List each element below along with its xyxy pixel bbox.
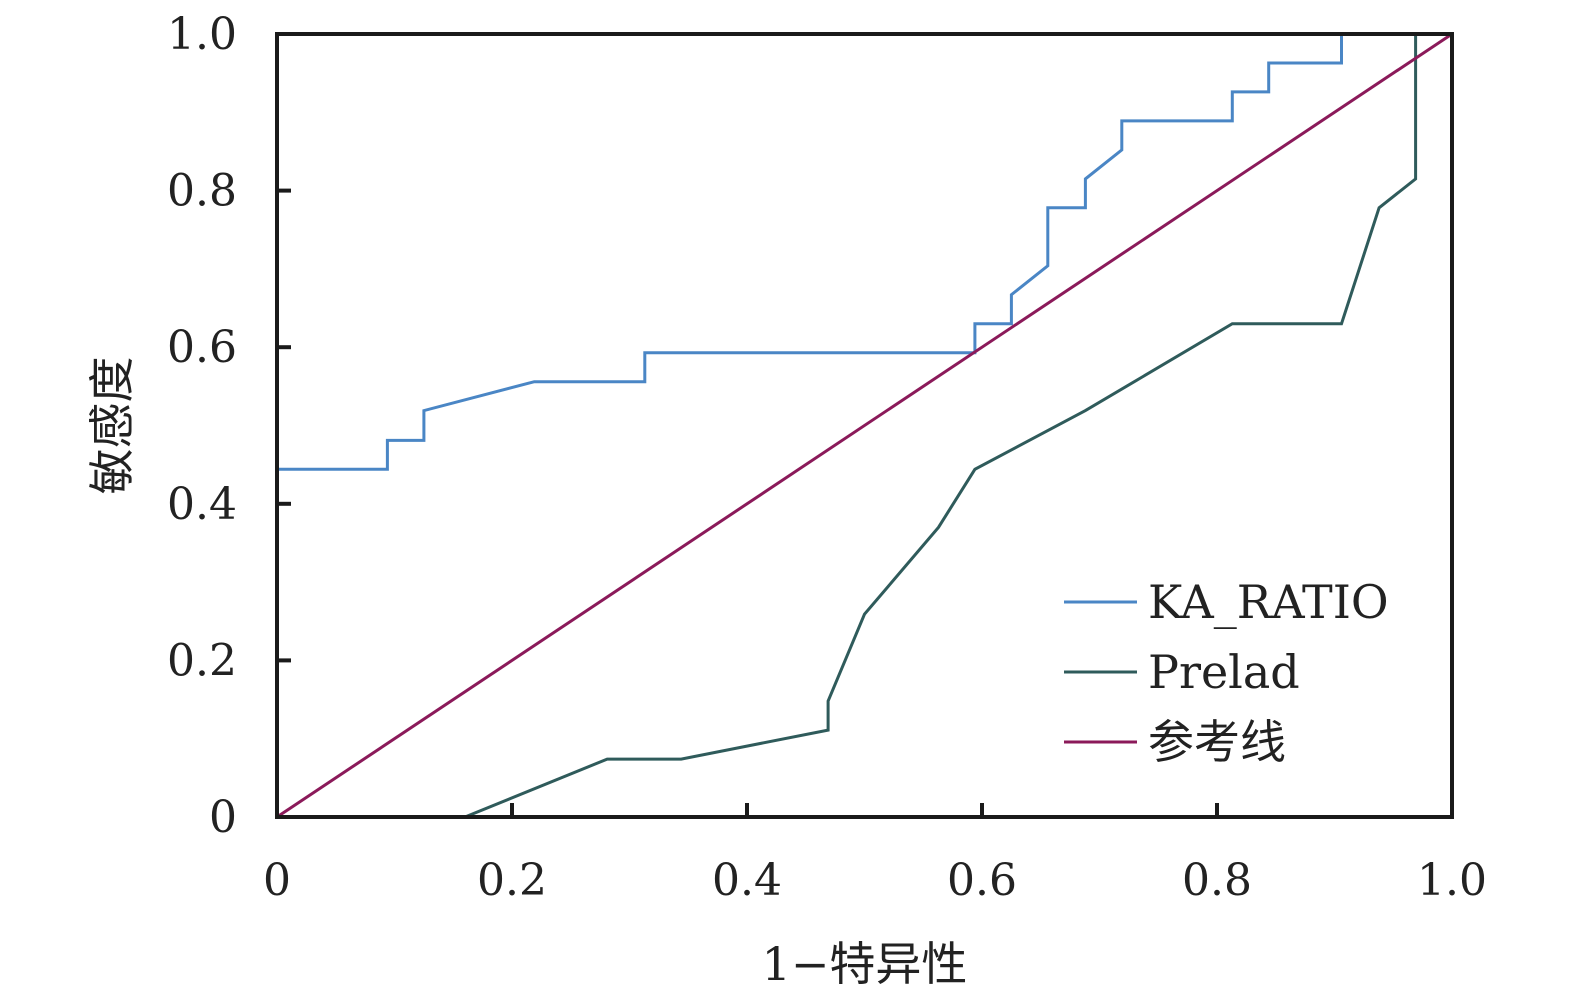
series-line-0 (275, 32, 1452, 817)
axis-ticks: 0 0.2 0.4 0.6 0.8 1.0 0 0.2 0.4 0.6 0.8 1.0 (167, 9, 1487, 906)
x-tick-label: 0.2 (477, 855, 547, 906)
legend-label-1: Prelad (1148, 645, 1300, 699)
y-tick-label: 0 (209, 792, 237, 843)
legend-label-0: KA_RATIO (1148, 575, 1389, 629)
x-tick-label: 0.8 (1182, 855, 1252, 906)
series-lines (275, 32, 1453, 819)
y-tick-label: 1.0 (167, 9, 237, 60)
series-line-1 (277, 32, 1452, 819)
legend-label-2: 参考线 (1148, 715, 1286, 769)
legend: KA_RATIO Prelad 参考线 (1064, 575, 1389, 769)
y-tick-label: 0.2 (167, 635, 237, 686)
y-tick-label: 0.4 (167, 479, 237, 530)
x-axis-title: 1−特异性 (762, 937, 968, 991)
x-tick-label: 0.6 (947, 855, 1017, 906)
y-axis-title: 敏感度 (85, 357, 139, 495)
y-tick-label: 0.8 (167, 166, 237, 217)
x-tick-label: 1.0 (1417, 855, 1487, 906)
series-line-2 (276, 32, 1453, 819)
plot-frame (275, 32, 1454, 819)
x-tick-label: 0.4 (712, 855, 782, 906)
y-tick-label: 0.6 (167, 322, 237, 373)
x-tick-label: 0 (263, 855, 291, 906)
